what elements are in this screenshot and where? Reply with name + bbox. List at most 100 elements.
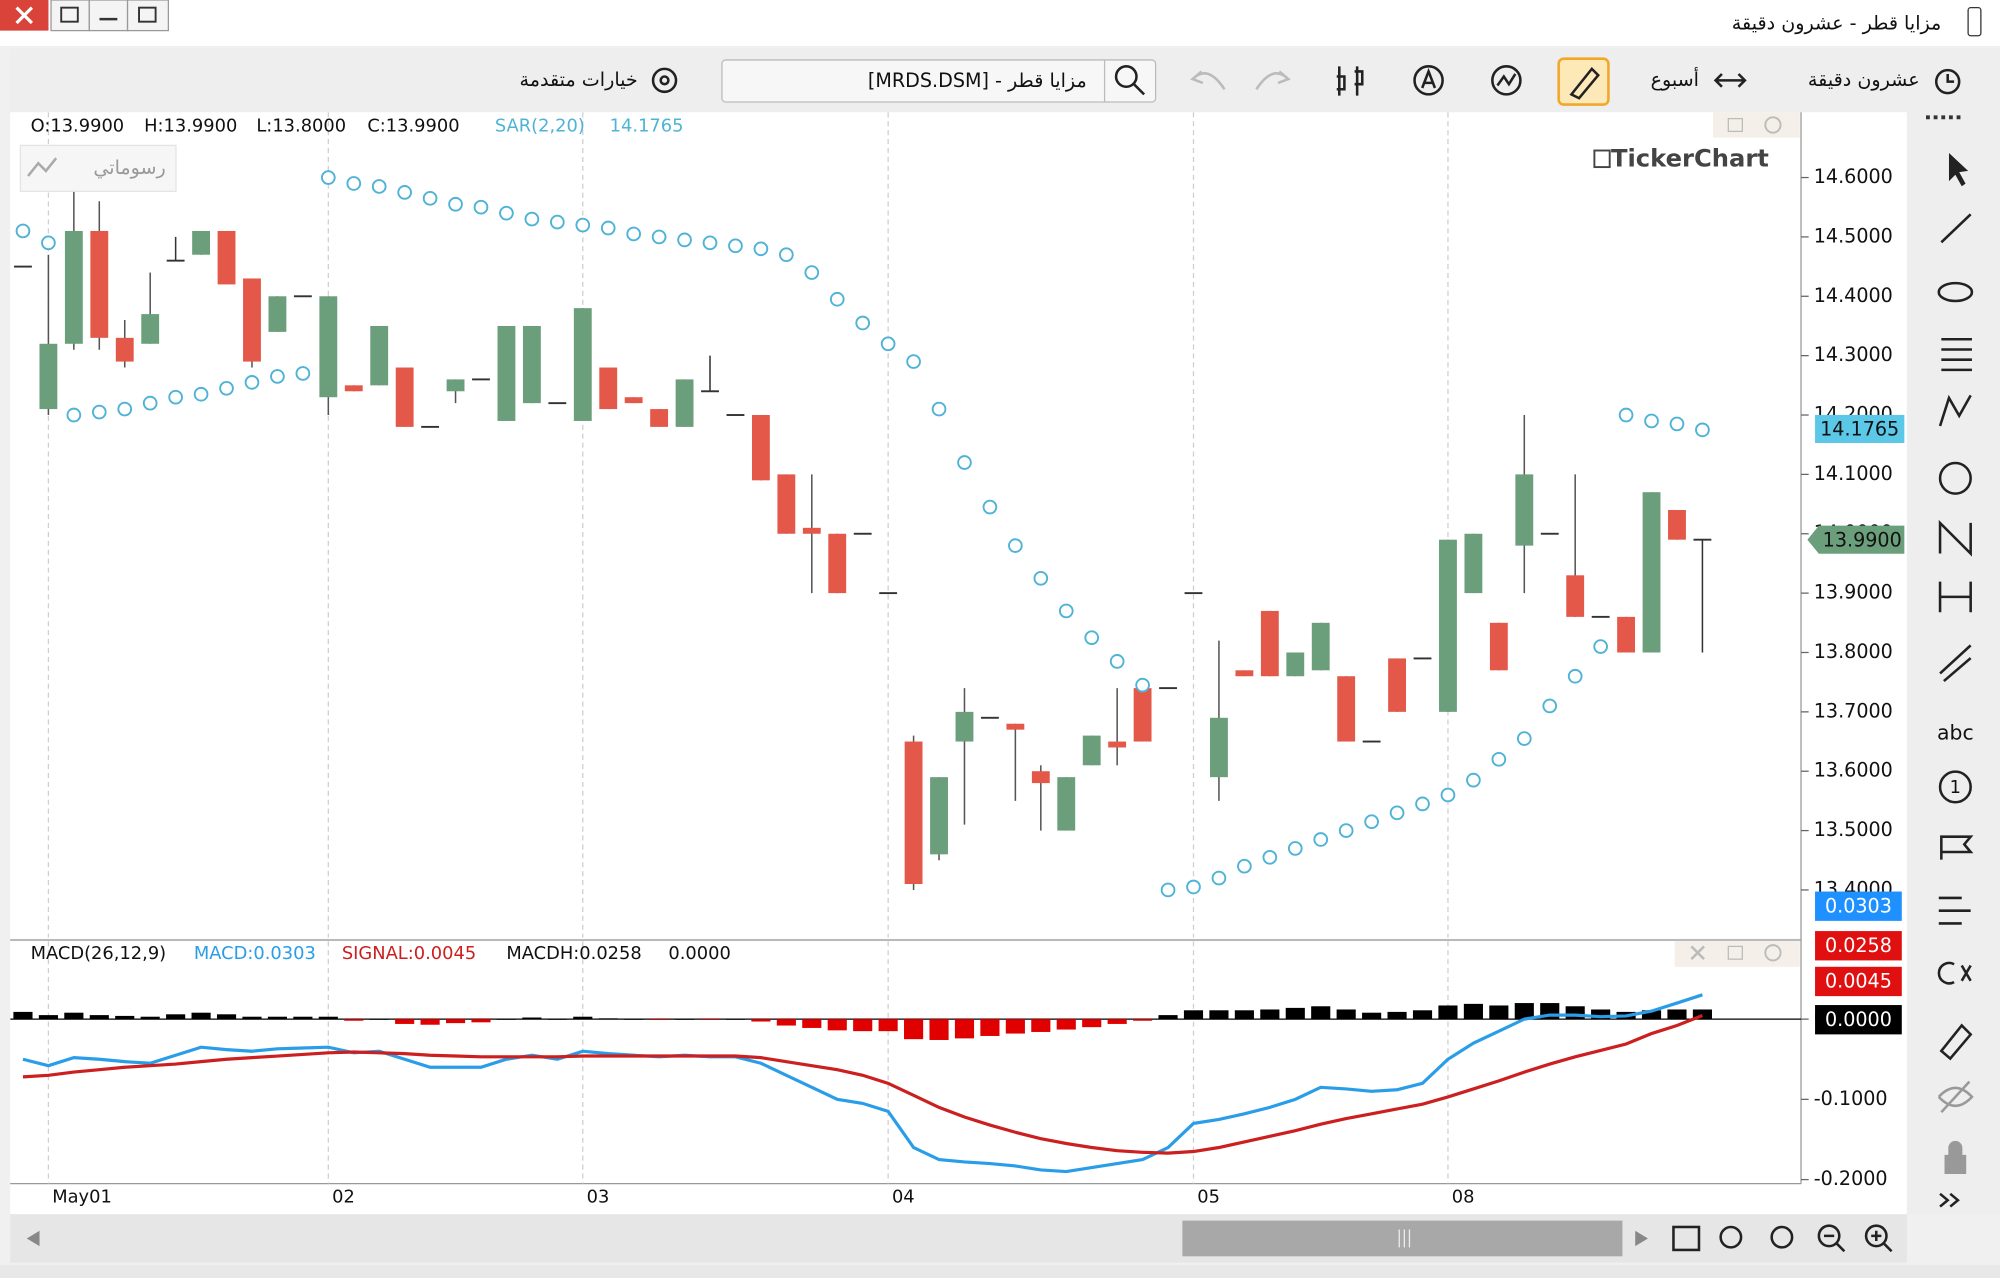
histogram-bar xyxy=(1005,1019,1025,1034)
period-button[interactable]: أسبوع xyxy=(1651,67,1699,91)
interval-button[interactable]: عشرون دقيقة xyxy=(1808,68,1920,91)
pattern-tool[interactable] xyxy=(1938,394,1972,427)
candle-body xyxy=(166,259,185,262)
panel-buttons[interactable] xyxy=(1713,112,1800,138)
wave-tool[interactable] xyxy=(1938,519,1972,557)
candle-body xyxy=(1006,723,1025,730)
candle-body xyxy=(1642,492,1661,653)
brush-tool[interactable] xyxy=(1939,1023,1973,1061)
undo-button[interactable] xyxy=(1190,70,1226,90)
sar-dot xyxy=(1287,841,1303,856)
candle-body xyxy=(14,265,32,268)
candle-body xyxy=(751,415,770,481)
candle-body xyxy=(650,409,669,427)
histogram-bar xyxy=(1107,1019,1127,1024)
candle-body xyxy=(395,367,414,427)
lock-tool[interactable] xyxy=(1944,1140,1967,1175)
y-tick-label: -0.2000 xyxy=(1814,1167,1888,1190)
candle-body xyxy=(1311,622,1330,671)
candle-body xyxy=(1388,658,1406,712)
drawings-label[interactable]: رسوماتي xyxy=(93,156,165,179)
sar-dot xyxy=(728,238,743,254)
sar-dot xyxy=(702,235,718,251)
histogram-bar xyxy=(64,1012,84,1020)
candle-body xyxy=(446,379,465,392)
text-tool[interactable]: abc xyxy=(1937,720,1974,744)
histogram-bar xyxy=(1641,1010,1662,1020)
axes: May01 02 03 04 05 08 14.6000 14.5000 14.4000 14.3… xyxy=(52,165,1905,1208)
window-handle xyxy=(1967,7,1982,37)
draw-tool-button[interactable] xyxy=(1557,57,1610,106)
candle-body xyxy=(192,230,211,255)
histogram-bar xyxy=(1438,1005,1458,1020)
alert-button[interactable] xyxy=(1413,65,1444,96)
y-tick-label: 14.4000 xyxy=(1814,284,1893,307)
histogram-bar xyxy=(598,1018,618,1020)
list-tool[interactable] xyxy=(1938,896,1971,925)
candle-body xyxy=(1337,676,1356,742)
numbering-tool-ring xyxy=(1938,770,1972,804)
y-tick-label: 13.6000 xyxy=(1814,759,1893,782)
scroll-left[interactable] xyxy=(26,1230,40,1247)
candle-body xyxy=(1133,688,1152,742)
candle-body xyxy=(980,716,999,719)
symbol-text[interactable]: مزايا قطر - [MRDS.DSM] xyxy=(868,69,1087,92)
candle-body xyxy=(1489,622,1508,671)
ellipse-tool[interactable] xyxy=(1937,281,1974,303)
minimize-button[interactable] xyxy=(88,0,129,32)
zoom-reset-button[interactable] xyxy=(1770,1225,1794,1249)
scroll-thumb[interactable] xyxy=(1182,1220,1623,1257)
candle-body xyxy=(802,527,821,534)
sar-dot xyxy=(66,407,82,423)
candle-body xyxy=(497,325,516,421)
chart-type-button[interactable] xyxy=(1336,66,1364,96)
ohlc-close: C:13.9900 xyxy=(367,115,459,136)
hist-tag-label: 0.0258 xyxy=(1825,934,1892,957)
maximize-button[interactable] xyxy=(50,0,90,32)
panel-maximize[interactable] xyxy=(1727,117,1743,133)
zoom-out-button[interactable] xyxy=(1817,1224,1841,1248)
sar-dot xyxy=(957,455,972,470)
histogram-bar xyxy=(522,1017,542,1020)
numbering-tool[interactable]: 1 xyxy=(1950,777,1961,798)
pointer-tool[interactable] xyxy=(1948,153,1969,187)
options-icon xyxy=(651,67,678,94)
sar-dot xyxy=(626,226,642,242)
hide-tool[interactable] xyxy=(1937,1080,1974,1114)
histogram-bar xyxy=(13,1011,33,1020)
y-tick-label: 14.5000 xyxy=(1814,224,1893,247)
histogram-bar xyxy=(496,1019,517,1020)
zoom-in-button[interactable] xyxy=(1864,1224,1888,1248)
histogram-bar xyxy=(624,1019,644,1020)
restore-button[interactable] xyxy=(126,0,170,32)
symbol-box[interactable] xyxy=(721,59,1157,103)
redo-button[interactable] xyxy=(1255,70,1291,90)
fit-button[interactable] xyxy=(1672,1225,1701,1252)
fib-circle-tool[interactable] xyxy=(1938,461,1972,495)
macd-panel-close[interactable] xyxy=(1690,945,1705,961)
fib-tool[interactable] xyxy=(1941,337,1972,372)
clear-tool[interactable] xyxy=(1937,961,1972,985)
options-button[interactable]: خيارات متقدمة xyxy=(519,68,637,91)
histogram-bar xyxy=(751,1019,771,1022)
candle-body xyxy=(319,296,338,398)
macd-panel-maximize[interactable] xyxy=(1727,945,1743,960)
histogram-bar xyxy=(1692,1009,1712,1020)
brand-watermark: TickerChart xyxy=(1611,144,1769,172)
y-tick-label: 13.7000 xyxy=(1814,699,1893,722)
candle-body xyxy=(701,390,719,393)
measure-tool[interactable] xyxy=(1938,581,1972,613)
sar-dot xyxy=(219,380,234,396)
scroll-right[interactable] xyxy=(1635,1230,1648,1247)
flag-tool[interactable] xyxy=(1940,835,1974,860)
histogram-bar xyxy=(878,1019,898,1032)
macd-panel-settings[interactable] xyxy=(1764,944,1782,962)
sar-dot xyxy=(651,229,667,245)
indicator-button[interactable] xyxy=(1491,65,1522,96)
zoom-area-button[interactable] xyxy=(1719,1225,1743,1249)
collapse-tool[interactable] xyxy=(1939,1192,1960,1208)
panel-settings[interactable] xyxy=(1764,116,1782,134)
fan-tool[interactable] xyxy=(1939,644,1972,683)
line-tool[interactable] xyxy=(1940,213,1972,244)
macd-plot xyxy=(10,941,1802,1184)
